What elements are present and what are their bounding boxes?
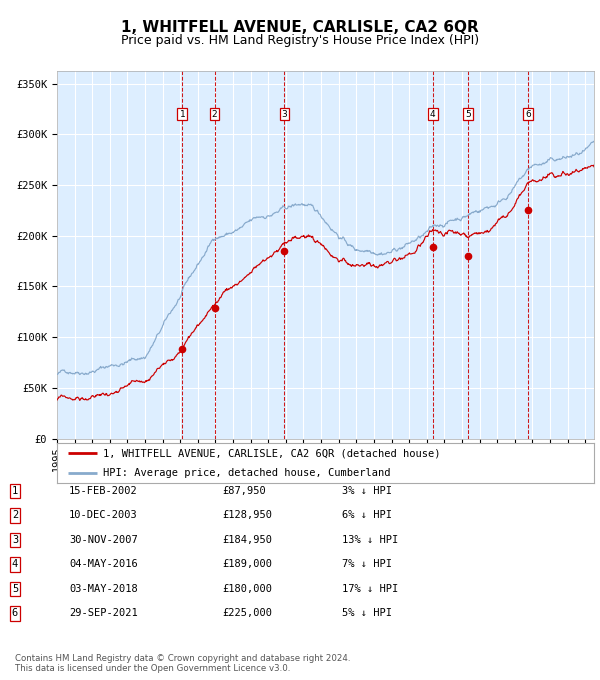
Text: 4: 4 [430, 109, 436, 118]
Text: 6% ↓ HPI: 6% ↓ HPI [342, 511, 392, 520]
Text: 5: 5 [12, 584, 18, 594]
Text: 10-DEC-2003: 10-DEC-2003 [69, 511, 138, 520]
Text: £128,950: £128,950 [222, 511, 272, 520]
Text: £180,000: £180,000 [222, 584, 272, 594]
Text: Price paid vs. HM Land Registry's House Price Index (HPI): Price paid vs. HM Land Registry's House … [121, 34, 479, 48]
Text: 3: 3 [281, 109, 287, 118]
Text: 4: 4 [12, 560, 18, 569]
Text: 3% ↓ HPI: 3% ↓ HPI [342, 486, 392, 496]
Text: 1, WHITFELL AVENUE, CARLISLE, CA2 6QR (detached house): 1, WHITFELL AVENUE, CARLISLE, CA2 6QR (d… [103, 448, 440, 458]
Text: 5% ↓ HPI: 5% ↓ HPI [342, 609, 392, 618]
Text: 6: 6 [525, 109, 531, 118]
Text: HPI: Average price, detached house, Cumberland: HPI: Average price, detached house, Cumb… [103, 468, 390, 478]
Text: 7% ↓ HPI: 7% ↓ HPI [342, 560, 392, 569]
Text: £225,000: £225,000 [222, 609, 272, 618]
Text: 29-SEP-2021: 29-SEP-2021 [69, 609, 138, 618]
Text: 30-NOV-2007: 30-NOV-2007 [69, 535, 138, 545]
Text: £189,000: £189,000 [222, 560, 272, 569]
Text: 17% ↓ HPI: 17% ↓ HPI [342, 584, 398, 594]
Text: 15-FEB-2002: 15-FEB-2002 [69, 486, 138, 496]
Text: 2: 2 [212, 109, 217, 118]
Text: 13% ↓ HPI: 13% ↓ HPI [342, 535, 398, 545]
Text: 5: 5 [465, 109, 471, 118]
Text: 1: 1 [12, 486, 18, 496]
Text: 1, WHITFELL AVENUE, CARLISLE, CA2 6QR: 1, WHITFELL AVENUE, CARLISLE, CA2 6QR [121, 20, 479, 35]
Text: 2: 2 [12, 511, 18, 520]
Text: £184,950: £184,950 [222, 535, 272, 545]
Text: 3: 3 [12, 535, 18, 545]
Text: 1: 1 [179, 109, 185, 118]
Text: Contains HM Land Registry data © Crown copyright and database right 2024.
This d: Contains HM Land Registry data © Crown c… [15, 653, 350, 673]
Text: £87,950: £87,950 [222, 486, 266, 496]
Text: 03-MAY-2018: 03-MAY-2018 [69, 584, 138, 594]
Text: 6: 6 [12, 609, 18, 618]
Text: 04-MAY-2016: 04-MAY-2016 [69, 560, 138, 569]
